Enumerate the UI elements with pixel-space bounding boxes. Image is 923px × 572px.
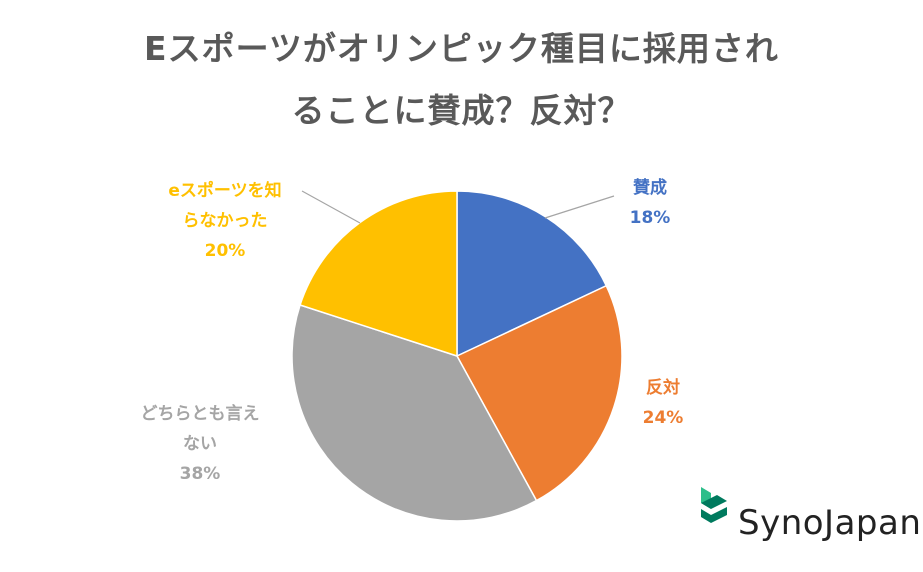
chart-title-line-2: ることに賛成？反対？	[291, 91, 632, 130]
slice-percent-label: 38%	[180, 464, 221, 484]
slice-name-label: 反対	[646, 377, 680, 398]
slice-name-label: ない	[183, 434, 217, 454]
synojapan-logo-icon	[701, 487, 727, 523]
leader-line-1	[544, 195, 615, 219]
slice-percent-label: 20%	[205, 241, 246, 261]
brand-name: SynoJapan	[738, 503, 922, 543]
pie-slice-3	[291, 304, 538, 522]
slice-percent-label: 24%	[643, 408, 684, 428]
slice-name-label: どちらとも言え	[141, 403, 260, 424]
logo-shape-middle	[701, 495, 727, 509]
slice-name-label: eスポーツを知	[168, 180, 281, 201]
logo-shape-bottom	[701, 507, 727, 523]
leader-line-4	[301, 190, 361, 224]
pie-slice-2	[455, 284, 623, 502]
slice-percent-label: 18%	[630, 208, 671, 228]
pie-slice-1	[456, 190, 608, 358]
slice-name-label: 賛成	[633, 177, 667, 198]
chart-title-line-1: Eスポーツがオリンピック種目に採用され	[144, 29, 779, 68]
slice-name-label: らなかった	[183, 211, 268, 231]
